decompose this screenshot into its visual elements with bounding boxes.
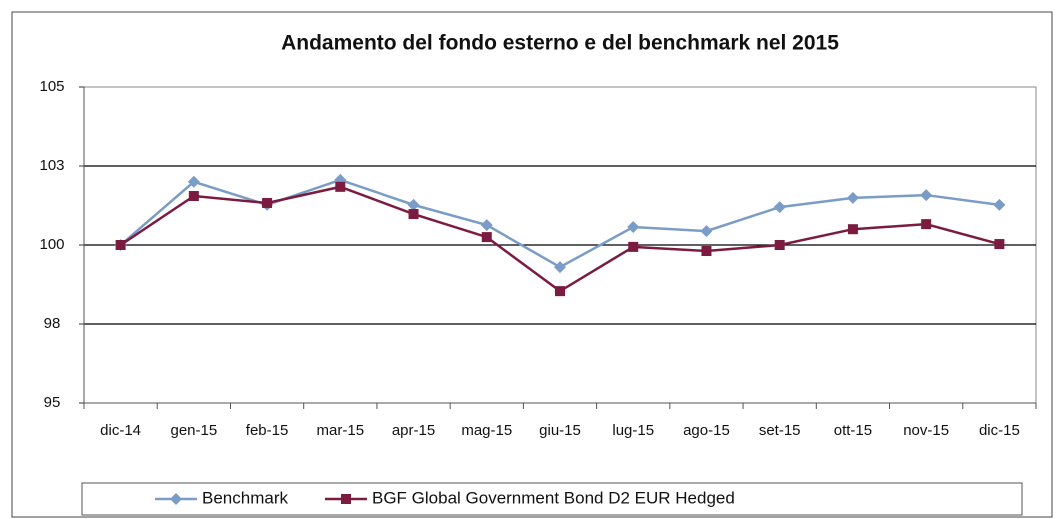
x-tick-label: mar-15 bbox=[317, 422, 365, 439]
x-tick-label: ago-15 bbox=[683, 422, 730, 439]
x-tick-label: set-15 bbox=[759, 422, 801, 439]
data-point bbox=[262, 197, 273, 208]
data-point bbox=[627, 220, 640, 233]
data-point bbox=[993, 198, 1006, 211]
data-point bbox=[555, 286, 565, 297]
y-tick-label: 95 bbox=[44, 394, 61, 411]
y-tick-label: 105 bbox=[39, 78, 64, 95]
data-point bbox=[921, 219, 932, 230]
data-point bbox=[335, 181, 346, 192]
x-tick-label: gen-15 bbox=[170, 422, 217, 439]
chart-title: Andamento del fondo esterno e del benchm… bbox=[281, 32, 839, 55]
x-tick-label: mag-15 bbox=[461, 422, 512, 439]
x-tick-label: dic-14 bbox=[100, 422, 141, 439]
legend-label: BGF Global Government Bond D2 EUR Hedged bbox=[372, 488, 735, 507]
data-point bbox=[187, 175, 200, 188]
y-tick-label: 103 bbox=[39, 157, 64, 174]
x-tick-label: giu-15 bbox=[539, 422, 581, 439]
data-point bbox=[407, 198, 420, 211]
legend bbox=[81, 482, 1023, 516]
data-point bbox=[846, 191, 859, 204]
data-point bbox=[920, 189, 933, 202]
data-point bbox=[700, 225, 713, 238]
data-point bbox=[773, 201, 786, 214]
x-tick-label: dic-15 bbox=[979, 422, 1020, 439]
y-tick-label: 100 bbox=[39, 236, 64, 253]
legend-label: Benchmark bbox=[202, 488, 288, 507]
x-tick-label: lug-15 bbox=[612, 422, 654, 439]
data-point bbox=[115, 240, 126, 250]
legend-marker bbox=[340, 494, 351, 504]
x-tick-label: ott-15 bbox=[834, 422, 872, 439]
y-tick-label: 98 bbox=[44, 315, 61, 332]
data-point bbox=[480, 219, 493, 232]
data-point bbox=[188, 191, 199, 202]
data-point bbox=[554, 261, 566, 274]
data-point bbox=[628, 241, 639, 252]
x-tick-label: apr-15 bbox=[392, 422, 435, 439]
x-tick-label: feb-15 bbox=[246, 422, 289, 439]
data-point bbox=[701, 246, 712, 257]
data-point bbox=[847, 224, 858, 235]
legend-marker bbox=[170, 493, 182, 505]
data-point bbox=[408, 209, 419, 220]
data-point bbox=[481, 232, 492, 243]
x-tick-label: nov-15 bbox=[903, 422, 949, 439]
data-point bbox=[774, 240, 785, 250]
data-point bbox=[994, 239, 1005, 250]
